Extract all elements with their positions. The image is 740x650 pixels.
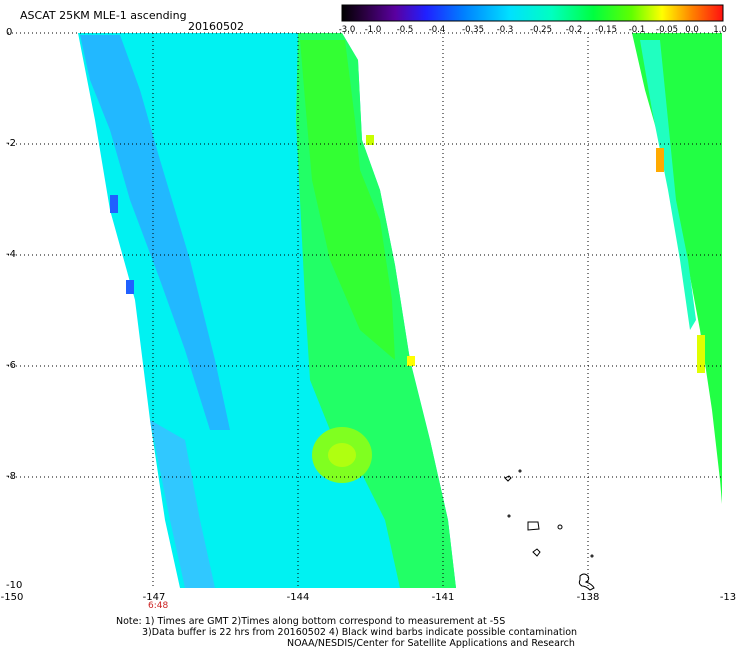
lat-label: -4 <box>6 249 16 260</box>
right-swath-yellow <box>697 335 705 373</box>
lat-label: -2 <box>6 138 16 149</box>
lon-label: -144 <box>286 592 310 603</box>
colorbar-label: -0.15 <box>595 25 617 35</box>
colorbar-label: -3.0 <box>338 25 356 35</box>
right-swath-cyan <box>640 40 696 330</box>
footnote-notes: Note: 1) Times are GMT 2)Times along bot… <box>116 616 577 649</box>
colorbar-label: -0.2 <box>565 25 583 35</box>
colorbar-label: 0.0 <box>685 25 699 35</box>
lat-label: 0 <box>6 27 13 38</box>
grid <box>8 32 722 588</box>
lon-label: -141 <box>431 592 455 603</box>
right-swath <box>632 33 722 588</box>
lat-label: -6 <box>6 360 16 371</box>
lon-label: -150 <box>0 592 24 603</box>
map-date: 20160502 <box>188 20 244 33</box>
note-line-3: NOAA/NESDIS/Center for Satellite Applica… <box>287 638 575 649</box>
left-swath-blue-patch-2 <box>150 420 215 588</box>
map-title: ASCAT 25KM MLE-1 ascending <box>20 9 187 22</box>
colorbar-label: -0.25 <box>530 25 552 35</box>
colorbar-label: 1.0 <box>713 25 727 35</box>
colorbar-label: -0.1 <box>628 25 646 35</box>
colorbar <box>341 4 724 22</box>
colorbar-label: -0.05 <box>656 25 678 35</box>
colorbar-label: -0.4 <box>428 25 446 35</box>
blue-pixel <box>110 195 118 213</box>
colorbar-label: -0.5 <box>396 25 414 35</box>
lon-label: -13 <box>719 592 737 603</box>
yellow-pixel-2 <box>366 135 374 145</box>
green-hotspot-core <box>328 443 356 467</box>
yellow-pixel <box>407 356 415 366</box>
lat-label: -10 <box>6 580 23 591</box>
islands <box>504 469 595 591</box>
note-line-2: 3)Data buffer is 22 hrs from 20160502 4)… <box>142 627 578 638</box>
colorbar-label: -1.0 <box>364 25 382 35</box>
right-swath-orange <box>656 148 664 172</box>
left-swath-blue-patch <box>80 35 230 430</box>
lat-label: -8 <box>6 471 16 482</box>
colorbar-label: -0.35 <box>462 25 484 35</box>
note-line-1: Note: 1) Times are GMT 2)Times along bot… <box>116 616 506 627</box>
swath-time-label: 6:48 <box>148 601 169 611</box>
lon-label: -147 <box>142 592 166 603</box>
left-swath-bright-green <box>300 40 395 360</box>
blue-pixel-2 <box>126 280 134 294</box>
lon-label: -138 <box>576 592 600 603</box>
colorbar-label: -0.3 <box>496 25 514 35</box>
